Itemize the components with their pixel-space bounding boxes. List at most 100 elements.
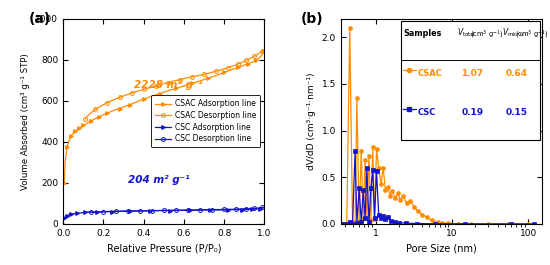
CSC Adsorption line: [94, 210, 101, 214]
CSC Adsorption line: [225, 208, 232, 211]
Text: Samples: Samples: [403, 29, 442, 38]
CSAC Adsorption line: [189, 82, 195, 85]
CSC Adsorption line: [70, 212, 76, 215]
Text: 0.19: 0.19: [461, 108, 483, 117]
CSC Desorption line: [124, 209, 131, 213]
CSC Adsorption line: [233, 208, 239, 211]
CSC Adsorption line: [116, 210, 123, 213]
CSC Adsorption line: [78, 211, 85, 214]
CSAC Desorption line: [177, 78, 183, 81]
CSAC Desorption line: [116, 96, 123, 99]
CSAC Adsorption line: [64, 145, 70, 148]
CSAC Adsorption line: [205, 77, 211, 80]
CSC Adsorption line: [100, 210, 107, 213]
CSC Desorption line: [255, 206, 262, 210]
CSAC Desorption line: [122, 94, 129, 97]
CSAC Adsorption line: [116, 107, 123, 110]
CSC Adsorption line: [239, 208, 245, 211]
CSAC Desorption line: [92, 108, 98, 111]
CSC Desorption line: [203, 208, 210, 211]
CSC Desorption line: [214, 208, 221, 211]
CSAC Adsorption line: [245, 62, 251, 65]
CSC Desorption line: [247, 207, 254, 210]
Text: 0.15: 0.15: [505, 108, 527, 117]
CSAC Desorption line: [134, 90, 141, 93]
CSAC Desorption line: [243, 59, 250, 62]
CSAC Adsorption line: [164, 89, 171, 92]
X-axis label: Pore Size (nm): Pore Size (nm): [406, 243, 477, 253]
Line: CSC Desorption line: CSC Desorption line: [84, 206, 264, 214]
CSC Adsorption line: [68, 213, 75, 216]
Text: 2228 m² g⁻¹: 2228 m² g⁻¹: [134, 80, 202, 90]
Text: (cm$^3$ g$^{-1}$): (cm$^3$ g$^{-1}$): [515, 29, 548, 41]
Legend: CSAC Adsorption line, CSAC Desorption line, CSC Adsorption line, CSC Desorption : CSAC Adsorption line, CSAC Desorption li…: [151, 95, 261, 147]
Text: $V_\mathrm{micro}$: $V_\mathrm{micro}$: [502, 27, 524, 39]
Text: (a): (a): [29, 12, 51, 26]
CSC Desorption line: [118, 210, 125, 213]
CSC Adsorption line: [245, 208, 251, 211]
CSAC Adsorption line: [257, 56, 263, 59]
CSC Adsorption line: [126, 210, 133, 213]
Text: (cm$^3$ g$^{-1}$): (cm$^3$ g$^{-1}$): [470, 29, 504, 41]
CSAC Desorption line: [158, 83, 165, 86]
CSC Desorption line: [142, 209, 149, 212]
CSAC Adsorption line: [133, 101, 139, 104]
CSC Adsorption line: [249, 207, 256, 211]
CSAC Desorption line: [189, 75, 195, 78]
CSC Adsorption line: [61, 217, 68, 220]
CSC Desorption line: [148, 209, 155, 212]
CSAC Desorption line: [247, 57, 254, 60]
FancyBboxPatch shape: [401, 21, 540, 140]
CSAC Adsorption line: [110, 109, 117, 112]
Text: 1.07: 1.07: [461, 69, 483, 78]
CSC Desorption line: [233, 207, 239, 211]
CSAC Adsorption line: [156, 92, 163, 95]
CSC Adsorption line: [88, 211, 95, 214]
CSC Desorption line: [209, 208, 216, 211]
CSC Adsorption line: [261, 206, 268, 209]
Text: CSAC: CSAC: [418, 69, 443, 78]
CSAC Adsorption line: [72, 130, 79, 133]
CSAC Adsorption line: [241, 64, 248, 67]
CSAC Desorption line: [231, 64, 238, 67]
CSAC Desorption line: [140, 88, 147, 91]
CSAC Adsorption line: [173, 87, 179, 90]
CSC Desorption line: [251, 207, 257, 210]
CSC Adsorption line: [136, 209, 143, 213]
CSAC Adsorption line: [213, 74, 219, 77]
CSAC Adsorption line: [88, 119, 95, 122]
CSAC Desorption line: [201, 73, 207, 76]
CSAC Desorption line: [82, 117, 89, 120]
CSAC Adsorption line: [68, 134, 75, 138]
CSAC Desorption line: [86, 112, 93, 116]
CSAC Desorption line: [195, 74, 201, 77]
Text: CSC: CSC: [418, 108, 437, 117]
CSC Adsorption line: [197, 209, 204, 212]
CSAC Adsorption line: [78, 125, 85, 128]
CSAC Adsorption line: [104, 111, 111, 114]
CSAC Adsorption line: [249, 60, 256, 64]
CSAC Desorption line: [104, 101, 111, 104]
CSC Adsorption line: [62, 215, 69, 218]
CSC Desorption line: [136, 209, 143, 212]
Line: CSAC Desorption line: CSAC Desorption line: [84, 50, 264, 121]
CSC Adsorption line: [207, 208, 213, 211]
CSC Desorption line: [173, 209, 179, 212]
CSAC Desorption line: [170, 80, 177, 83]
CSAC Adsorption line: [235, 66, 241, 69]
CSAC Adsorption line: [70, 131, 76, 135]
Text: 204 m² g⁻¹: 204 m² g⁻¹: [128, 175, 189, 185]
CSC Adsorption line: [74, 212, 81, 215]
CSC Adsorption line: [167, 209, 173, 212]
CSAC Adsorption line: [92, 117, 98, 120]
CSC Adsorption line: [257, 207, 263, 210]
CSC Adsorption line: [66, 213, 73, 216]
CSC Adsorption line: [64, 214, 70, 217]
CSAC Desorption line: [164, 81, 171, 84]
CSC Desorption line: [100, 210, 107, 213]
CSAC Adsorption line: [84, 121, 91, 125]
CSC Adsorption line: [108, 210, 115, 213]
CSC Desorption line: [112, 210, 119, 213]
CSAC Adsorption line: [126, 103, 133, 106]
CSAC Desorption line: [213, 69, 219, 73]
